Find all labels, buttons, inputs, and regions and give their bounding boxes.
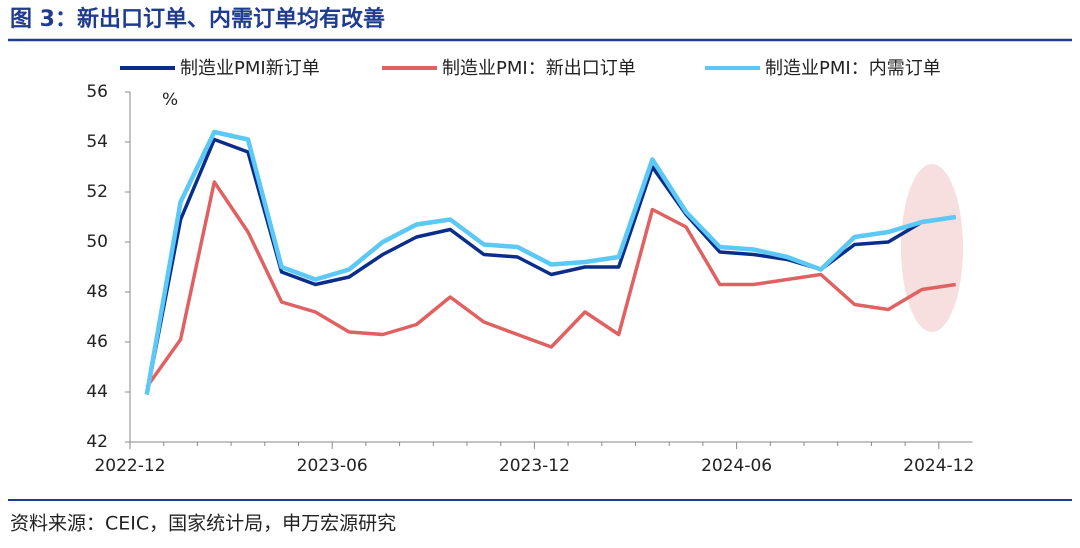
legend-label: 制造业PMI：内需订单 xyxy=(765,58,941,79)
y-tick-label: 56 xyxy=(86,82,108,102)
y-tick-label: 44 xyxy=(86,382,108,402)
x-tick-label: 2024-06 xyxy=(701,456,772,476)
y-tick-label: 48 xyxy=(86,282,108,302)
chart-title: 图 3：新出口订单、内需订单均有改善 xyxy=(10,6,385,32)
y-tick-label: 50 xyxy=(86,232,108,252)
x-tick-label: 2023-12 xyxy=(499,456,570,476)
x-tick-label: 2023-06 xyxy=(297,456,368,476)
x-tick-label: 2022-12 xyxy=(94,456,165,476)
y-unit: % xyxy=(162,90,178,110)
series-line xyxy=(144,129,957,395)
source: 资料来源：CEIC，国家统计局，申万宏源研究 xyxy=(10,513,396,535)
y-tick-label: 42 xyxy=(86,432,108,452)
legend-label: 制造业PMI新订单 xyxy=(180,58,320,79)
y-tick-label: 54 xyxy=(86,132,108,152)
highlight xyxy=(901,164,963,332)
y-tick-label: 46 xyxy=(86,332,108,352)
y-tick-label: 52 xyxy=(86,182,108,202)
series-line xyxy=(145,180,956,389)
legend-label: 制造业PMI：新出口订单 xyxy=(442,58,636,79)
x-tick-label: 2024-12 xyxy=(903,456,974,476)
series-line xyxy=(145,137,956,395)
